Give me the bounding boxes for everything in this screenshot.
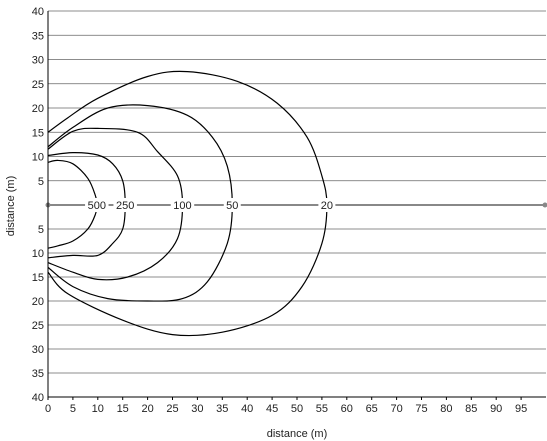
y-tick-label: 10 bbox=[32, 152, 44, 164]
x-tick-label: 90 bbox=[490, 403, 502, 415]
x-tick-label: 5 bbox=[70, 403, 76, 415]
x-tick-label: 60 bbox=[341, 403, 353, 415]
y-tick-label: 40 bbox=[32, 392, 44, 404]
contour-label-bg bbox=[318, 198, 336, 212]
x-tick-label: 70 bbox=[390, 403, 402, 415]
x-tick-label: 50 bbox=[291, 403, 303, 415]
x-tick-label: 75 bbox=[415, 403, 427, 415]
x-tick-label: 65 bbox=[366, 403, 378, 415]
y-tick-label: 25 bbox=[32, 320, 44, 332]
contour-label-250: 250 bbox=[116, 200, 134, 212]
y-tick-label: 40 bbox=[32, 6, 44, 18]
y-tick-label: 15 bbox=[32, 272, 44, 284]
y-axis-title: distance (m) bbox=[5, 176, 17, 237]
baseline-end-dot bbox=[542, 202, 547, 208]
y-tick-label: 35 bbox=[32, 30, 44, 42]
x-tick-label: 85 bbox=[465, 403, 477, 415]
x-tick-label: 0 bbox=[45, 403, 51, 415]
y-tick-label: 5 bbox=[38, 224, 44, 236]
x-tick-label: 45 bbox=[266, 403, 278, 415]
y-tick-label: 25 bbox=[32, 79, 44, 91]
contour-label-20: 20 bbox=[321, 200, 333, 212]
y-tick-label: 35 bbox=[32, 368, 44, 380]
x-tick-label: 10 bbox=[92, 403, 104, 415]
x-tick-label: 95 bbox=[515, 403, 527, 415]
contour-label-500: 500 bbox=[88, 200, 106, 212]
x-tick-label: 30 bbox=[191, 403, 203, 415]
x-tick-label: 25 bbox=[166, 403, 178, 415]
y-tick-label: 20 bbox=[32, 296, 44, 308]
axes bbox=[47, 11, 546, 400]
contour-labels: 500 250 100 50 20 bbox=[85, 198, 336, 212]
y-tick-label: 20 bbox=[32, 103, 44, 115]
y-tick-label: 5 bbox=[38, 176, 44, 188]
contour-line-20 bbox=[47, 70, 328, 337]
y-tick-label: 15 bbox=[32, 127, 44, 139]
y-tick-label: 10 bbox=[32, 248, 44, 260]
contour-label-50: 50 bbox=[226, 200, 238, 212]
contour-label-bg bbox=[113, 198, 137, 212]
x-tick-label: 20 bbox=[141, 403, 153, 415]
x-tick-label: 55 bbox=[316, 403, 328, 415]
contour-label-bg bbox=[170, 198, 195, 212]
contour-label-bg bbox=[223, 198, 241, 212]
y-tick-label: 30 bbox=[32, 344, 44, 356]
x-tick-label: 80 bbox=[440, 403, 452, 415]
contour-label-100: 100 bbox=[173, 200, 191, 212]
x-tick-label: 15 bbox=[117, 403, 129, 415]
y-tick-label: 30 bbox=[32, 55, 44, 67]
contour-label-bg bbox=[85, 198, 109, 212]
x-tick-label: 40 bbox=[241, 403, 253, 415]
x-tick-label: 35 bbox=[216, 403, 228, 415]
contour-line-50 bbox=[47, 104, 233, 302]
x-axis-title: distance (m) bbox=[267, 428, 328, 440]
